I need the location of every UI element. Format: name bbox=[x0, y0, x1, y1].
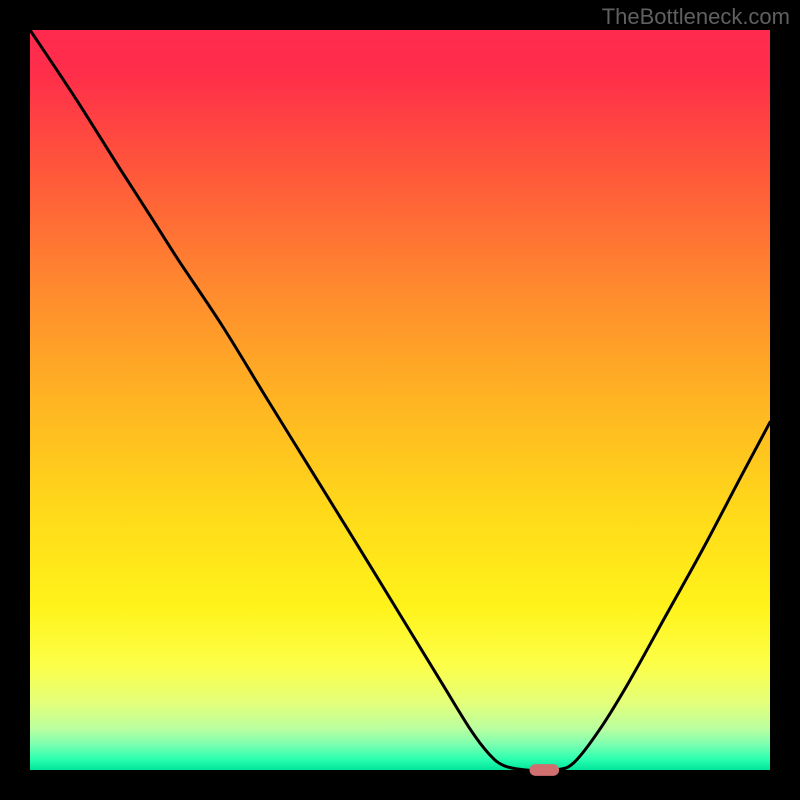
bottleneck-chart bbox=[0, 0, 800, 800]
plot-background bbox=[30, 30, 770, 770]
watermark-text: TheBottleneck.com bbox=[602, 4, 790, 30]
optimal-marker bbox=[530, 764, 560, 776]
chart-frame: TheBottleneck.com bbox=[0, 0, 800, 800]
